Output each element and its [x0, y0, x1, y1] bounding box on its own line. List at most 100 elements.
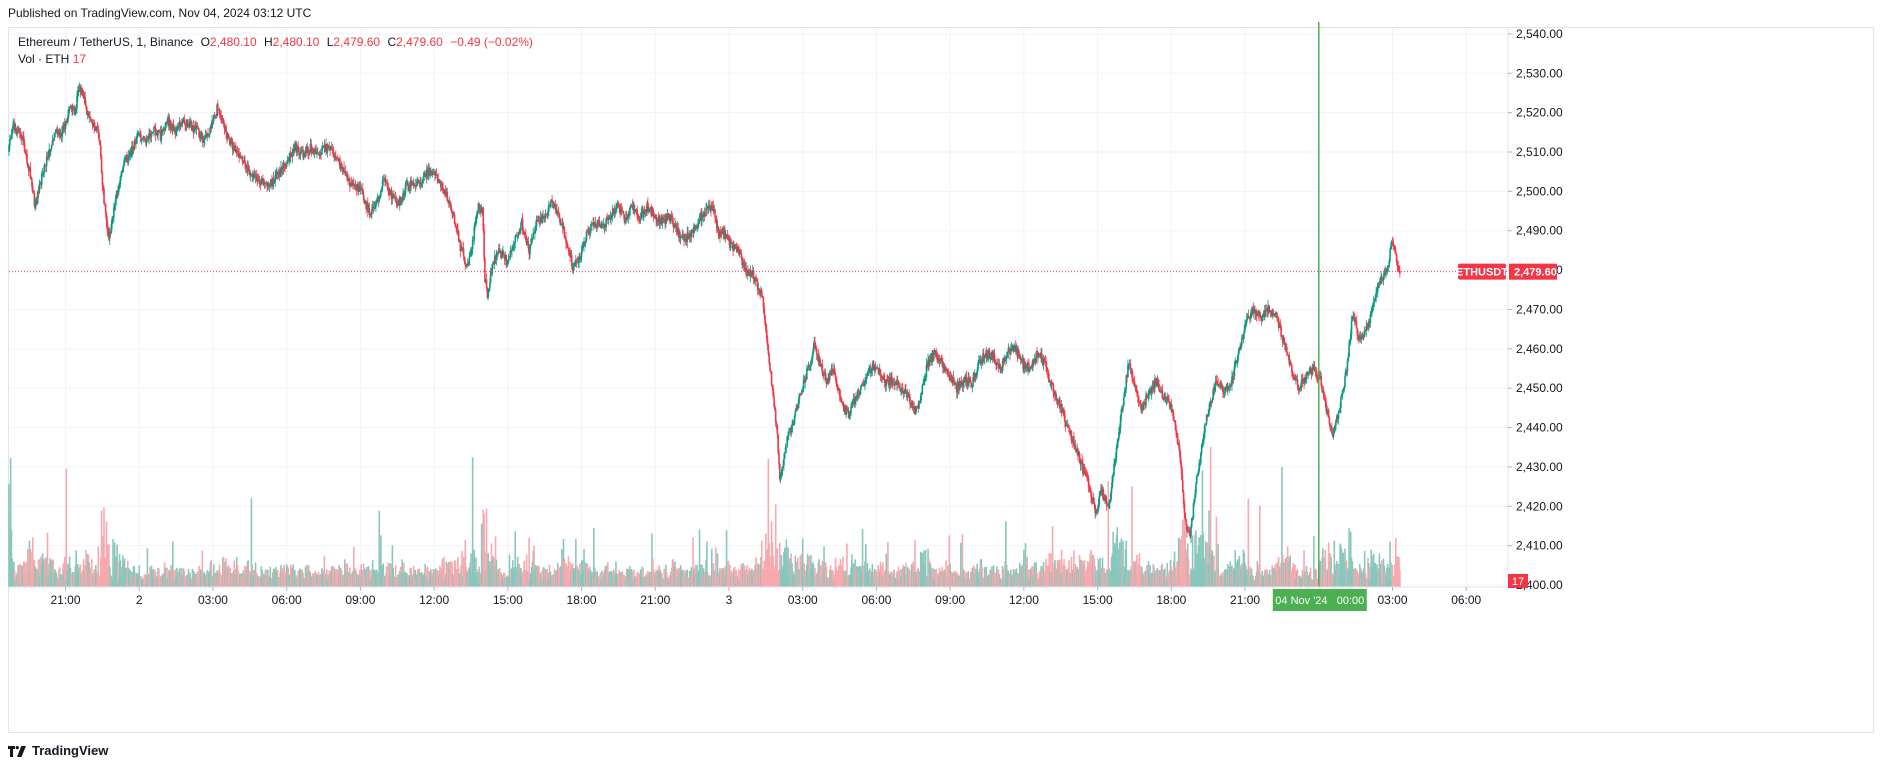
candle-body [866, 373, 869, 376]
volume-bar [1039, 574, 1042, 587]
candle-body [1141, 407, 1143, 410]
volume-bar [1021, 567, 1024, 587]
volume-bar [1351, 561, 1354, 587]
candle-body [757, 288, 760, 290]
volume-bar [426, 566, 429, 587]
candle-body [53, 137, 55, 142]
candle-body [339, 158, 341, 169]
volume-bar [86, 554, 89, 587]
volume-bar [9, 528, 11, 587]
volume-bar [135, 572, 137, 587]
volume-bar [200, 575, 203, 587]
volume-bar [992, 565, 995, 587]
candle-body [210, 126, 213, 129]
candle-body [824, 373, 826, 375]
candle-body [1008, 348, 1010, 351]
candle-body [427, 167, 430, 177]
volume-bar [570, 571, 572, 587]
volume-bar [338, 565, 340, 587]
volume-bar [1308, 572, 1311, 587]
candle-body [8, 145, 10, 153]
volume-bar [523, 560, 526, 587]
volume-bar [697, 573, 699, 587]
volume-bar [947, 571, 950, 587]
candle-body [280, 167, 283, 169]
volume-bar [1234, 550, 1237, 587]
volume-bar [812, 563, 815, 587]
volume-bar [1240, 563, 1243, 587]
candle-body [711, 205, 713, 211]
candle-body [1176, 435, 1178, 438]
chart-frame[interactable] [8, 27, 1874, 733]
volume-bar [1297, 575, 1300, 587]
candle-body [304, 150, 307, 156]
volume-bar [96, 571, 99, 587]
candle-body [749, 271, 752, 277]
candle-body [231, 142, 234, 150]
volume-bar [715, 547, 717, 587]
volume-bar [394, 576, 396, 587]
volume-bar [485, 508, 488, 587]
volume-bar [914, 540, 916, 587]
candle-body [930, 355, 933, 363]
candle-body [43, 165, 46, 173]
volume-bar [632, 580, 634, 587]
candle-body [1233, 365, 1236, 377]
volume-bar [493, 566, 496, 587]
volume-bar [902, 564, 905, 587]
volume-bar [390, 564, 393, 587]
candle-body [778, 463, 781, 480]
candle-body [614, 209, 616, 214]
volume-bar [208, 571, 210, 587]
volume-bar [1055, 568, 1058, 587]
candle-body [1256, 314, 1259, 316]
volume-bar [805, 570, 807, 587]
volume-bar [413, 578, 416, 587]
volume-bar [521, 572, 524, 587]
candle-body [165, 121, 168, 123]
volume-bar [474, 576, 476, 587]
candle-body [1236, 355, 1239, 364]
volume-bar [169, 569, 172, 587]
candle-body [527, 241, 530, 249]
volume-bar [928, 562, 931, 587]
candle-body [154, 126, 156, 129]
candle-body [599, 226, 602, 228]
candle-body [312, 150, 314, 152]
candle-body [771, 385, 774, 389]
candle-body [618, 206, 621, 209]
volume-bar [424, 564, 426, 587]
volume-bar [227, 564, 230, 587]
candle-body [1056, 399, 1059, 403]
volume-bar [310, 576, 313, 587]
volume-bar [846, 543, 848, 587]
candle-body [31, 186, 34, 192]
volume-bar [1116, 527, 1119, 587]
candle-body [433, 171, 435, 173]
candle-body [695, 225, 698, 229]
candle-body [899, 388, 902, 391]
volume-bar [64, 578, 67, 587]
candle-body [778, 453, 780, 464]
candle-body [84, 96, 86, 105]
volume-bar [350, 577, 353, 587]
volume-bar [196, 571, 199, 587]
candle-body [765, 329, 768, 339]
volume-bar [1307, 574, 1309, 587]
volume-bar [242, 570, 245, 587]
volume-bar [931, 568, 933, 587]
candle-body [416, 180, 418, 186]
volume-bar [207, 573, 209, 587]
volume-bar [1374, 562, 1377, 587]
volume-bar [502, 575, 504, 587]
candle-body [621, 210, 624, 212]
candle-body [788, 431, 791, 433]
candle-body [798, 393, 801, 400]
volume-bar [1304, 571, 1307, 587]
candle-body [1241, 338, 1244, 340]
candle-body [513, 243, 516, 246]
candle-body [489, 272, 492, 283]
volume-bar [361, 570, 363, 587]
candle-body [1204, 424, 1206, 433]
